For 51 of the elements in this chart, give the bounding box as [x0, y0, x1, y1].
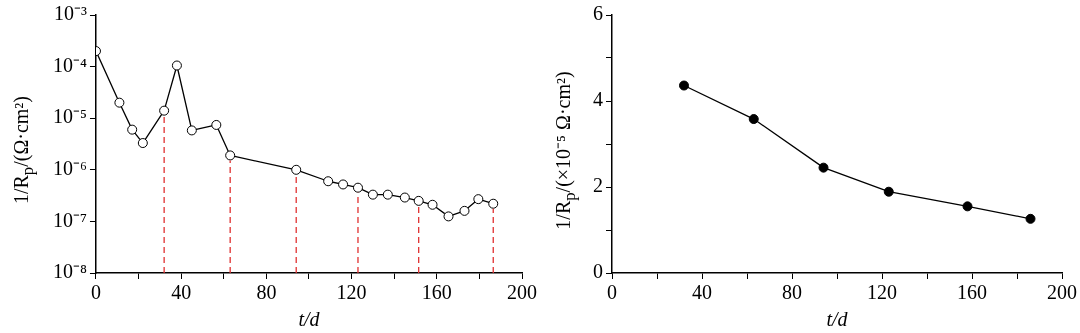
point — [291, 164, 302, 175]
y-tick-label: 10⁻⁶ — [52, 157, 87, 180]
x-tick-label: 200 — [507, 281, 537, 304]
point — [352, 182, 363, 193]
x-tick-label: 200 — [1047, 281, 1077, 304]
x-tick-label: 0 — [90, 281, 101, 304]
point — [382, 189, 393, 200]
point — [413, 195, 424, 206]
point — [225, 150, 236, 161]
point — [137, 138, 148, 149]
y-tick-label: 10⁻⁵ — [52, 105, 87, 128]
x-tick-label: 120 — [867, 281, 897, 304]
point — [186, 125, 197, 136]
point — [679, 80, 689, 91]
point — [962, 201, 973, 212]
point — [748, 114, 759, 125]
x-tick-label: 80 — [256, 281, 277, 304]
y-tick-label: 10⁻⁴ — [52, 53, 87, 76]
point — [399, 192, 410, 203]
point — [211, 119, 222, 130]
x-axis-title: t/d — [826, 308, 849, 331]
x-tick-label: 160 — [957, 281, 987, 304]
point — [427, 199, 438, 210]
y-tick-label: 10⁻⁷ — [52, 208, 87, 231]
y-tick-label: 4 — [593, 88, 603, 111]
x-tick-label: 160 — [421, 281, 452, 304]
y-tick-label: 10⁻⁸ — [52, 260, 87, 283]
x-tick-label: 40 — [692, 281, 712, 304]
x-tick-label: 120 — [336, 281, 367, 304]
point — [443, 211, 454, 222]
point — [473, 194, 484, 205]
y-tick-label: 0 — [593, 260, 603, 283]
point — [367, 189, 378, 200]
y-tick-label: 10⁻³ — [53, 2, 87, 25]
point — [114, 97, 125, 108]
y-tick-label: 6 — [593, 2, 603, 25]
y-tick-label: 2 — [593, 174, 603, 197]
point — [159, 105, 170, 116]
x-tick-label: 0 — [607, 281, 617, 304]
point — [338, 179, 349, 190]
x-axis-title: t/d — [298, 308, 321, 331]
point — [488, 198, 499, 209]
point — [1025, 213, 1036, 224]
x-tick-label: 80 — [782, 281, 802, 304]
point — [171, 60, 182, 71]
point — [459, 205, 470, 216]
point — [883, 186, 894, 197]
point — [127, 124, 138, 135]
point — [818, 162, 829, 173]
x-tick-label: 40 — [171, 281, 192, 304]
point — [323, 176, 334, 187]
